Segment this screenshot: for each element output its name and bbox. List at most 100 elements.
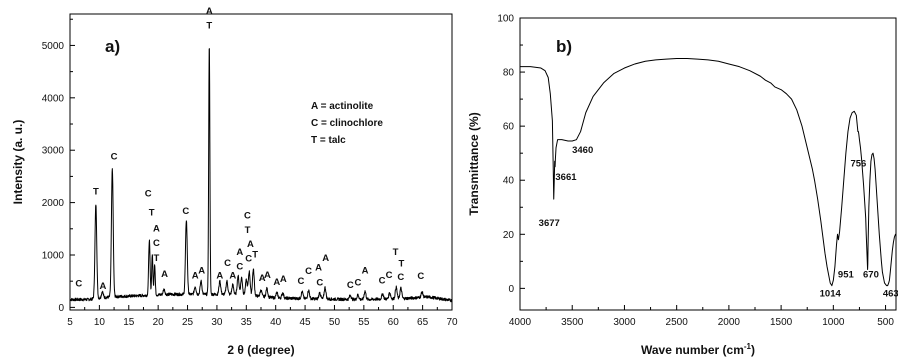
- xrd-peak-label: T: [93, 187, 99, 198]
- xrd-peak-label: T: [206, 21, 212, 32]
- ftir-x-tick-label: 4000: [509, 317, 532, 328]
- xrd-x-tick-label: 5: [67, 317, 73, 328]
- xrd-peak-label: C: [355, 277, 362, 288]
- xrd-peak-label: A: [216, 271, 223, 282]
- xrd-peak-label: A: [315, 263, 322, 274]
- ftir-band-label: 756: [850, 159, 866, 170]
- xrd-peak-label: C: [417, 271, 424, 282]
- xrd-x-tick-label: 25: [182, 317, 194, 328]
- xrd-peak-label: C: [244, 210, 251, 221]
- ftir-band-label: 3677: [539, 218, 560, 229]
- ftir-panel-label: b): [556, 37, 572, 56]
- xrd-peak-label: C: [298, 276, 305, 287]
- xrd-x-tick-label: 35: [241, 317, 253, 328]
- ftir-band-label: 1014: [820, 288, 842, 299]
- xrd-x-tick-label: 55: [358, 317, 370, 328]
- xrd-peak-label: C: [347, 280, 354, 291]
- xrd-peak-label: C: [75, 278, 82, 289]
- xrd-peak-label: T: [399, 259, 405, 270]
- xrd-x-tick-label: 70: [446, 317, 458, 328]
- xrd-peak-label: A: [362, 265, 369, 276]
- ftir-y-tick-label: 80: [503, 68, 515, 79]
- xrd-x-tick-label: 30: [211, 317, 223, 328]
- xrd-peak-label: C: [236, 262, 243, 273]
- ftir-x-tick-label: 1000: [822, 317, 845, 328]
- xrd-peak-label: T: [252, 250, 258, 261]
- ftir-x-tick-label: 2000: [718, 317, 741, 328]
- xrd-peak-label: C: [245, 253, 252, 264]
- ftir-x-axis-title-main: Wave number (cm: [641, 343, 744, 357]
- xrd-peak-label: C: [224, 258, 231, 269]
- xrd-y-tick-label: 4000: [42, 93, 65, 104]
- xrd-panel: 5 10 15 20 25 30 35 40 45 50 55 60 65 70 0 1000 2000 300…: [11, 6, 458, 357]
- xrd-peak-label: A: [280, 274, 287, 285]
- xrd-x-tick-label: 10: [94, 317, 106, 328]
- xrd-peak-label: A: [322, 253, 329, 264]
- xrd-pattern-line: [70, 49, 452, 302]
- xrd-peak-label: C: [145, 188, 152, 199]
- xrd-peak-label: C: [305, 266, 312, 277]
- xrd-y-tick-label: 0: [58, 303, 64, 314]
- xrd-peak-label: C: [111, 152, 118, 163]
- xrd-x-tick-label: 15: [123, 317, 135, 328]
- xrd-peak-label: A: [264, 270, 271, 281]
- xrd-y-axis-title: Intensity (a. u.): [11, 120, 25, 205]
- xrd-peak-label: A: [99, 281, 106, 292]
- xrd-peak-label: T: [393, 247, 399, 258]
- ftir-band-label: 951: [838, 270, 855, 281]
- xrd-peak-label: A: [229, 271, 236, 282]
- ftir-x-ticks: 4000 3500 3000 2500 2000 1500 1000 500: [509, 305, 894, 328]
- ftir-y-tick-label: 20: [503, 230, 515, 241]
- xrd-peak-label: T: [149, 208, 155, 219]
- xrd-plot-frame: [70, 14, 452, 310]
- ftir-y-axis-title: Transmittance (%): [467, 112, 481, 215]
- xrd-peak-label: C: [182, 206, 189, 217]
- ftir-y-tick-label: 100: [497, 14, 514, 25]
- xrd-x-tick-label: 60: [388, 317, 400, 328]
- xrd-peak-label: C: [397, 272, 404, 283]
- xrd-legend: A = actinolite C = clinochlore T = talc: [311, 101, 383, 146]
- legend-entry-talc: T = talc: [311, 135, 346, 146]
- xrd-panel-label: a): [105, 37, 120, 56]
- xrd-peak-label: C: [379, 275, 386, 286]
- ftir-x-tick-label: 3000: [613, 317, 636, 328]
- xrd-x-ticks: 5 10 15 20 25 30 35 40 45 50 55 60 65 70: [67, 305, 458, 328]
- ftir-band-label: 670: [863, 270, 879, 281]
- xrd-x-tick-label: 50: [329, 317, 341, 328]
- ftir-x-axis-title: Wave number (cm-1): [641, 342, 755, 357]
- legend-entry-actinolite: A = actinolite: [311, 101, 374, 112]
- xrd-y-tick-label: 5000: [42, 41, 65, 52]
- ftir-y-ticks: 0 20 40 60 80 100: [497, 14, 525, 295]
- ftir-band-labels: 3677 3661 3460 756 951 670 1014 463: [539, 145, 898, 299]
- ftir-band-label: 3460: [572, 145, 593, 156]
- xrd-x-tick-label: 65: [417, 317, 429, 328]
- ftir-x-axis-title-close: ): [751, 343, 755, 357]
- xrd-peak-label: T: [245, 225, 251, 236]
- xrd-peak-label: C: [153, 238, 160, 249]
- xrd-peak-label: A: [206, 6, 213, 17]
- xrd-x-tick-label: 45: [300, 317, 312, 328]
- xrd-series: [70, 49, 452, 302]
- xrd-peak-label: A: [153, 223, 160, 234]
- ftir-plot-frame: [520, 18, 896, 310]
- xrd-peak-label: A: [236, 247, 243, 258]
- xrd-peak-label: C: [386, 270, 393, 281]
- xrd-peak-label: A: [198, 265, 205, 276]
- xrd-x-tick-label: 20: [153, 317, 165, 328]
- xrd-peak-label: A: [247, 239, 254, 250]
- ftir-x-tick-label: 3500: [561, 317, 584, 328]
- ftir-y-tick-label: 0: [508, 284, 514, 295]
- xrd-peak-label: C: [316, 277, 323, 288]
- ftir-band-label: 3661: [555, 172, 577, 183]
- ftir-x-tick-label: 500: [877, 317, 894, 328]
- xrd-y-tick-label: 1000: [42, 250, 65, 261]
- ftir-panel: 4000 3500 3000 2500 2000 1500 1000 500 02040608…: [467, 14, 898, 358]
- ftir-x-tick-label: 1500: [770, 317, 793, 328]
- xrd-y-tick-label: 2000: [42, 198, 65, 209]
- xrd-x-axis-title: 2 θ (degree): [227, 343, 294, 357]
- xrd-y-tick-label: 3000: [42, 146, 65, 157]
- xrd-peak-label: A: [161, 269, 168, 280]
- ftir-x-tick-label: 2500: [666, 317, 689, 328]
- ftir-y-tick-label: 60: [503, 122, 515, 133]
